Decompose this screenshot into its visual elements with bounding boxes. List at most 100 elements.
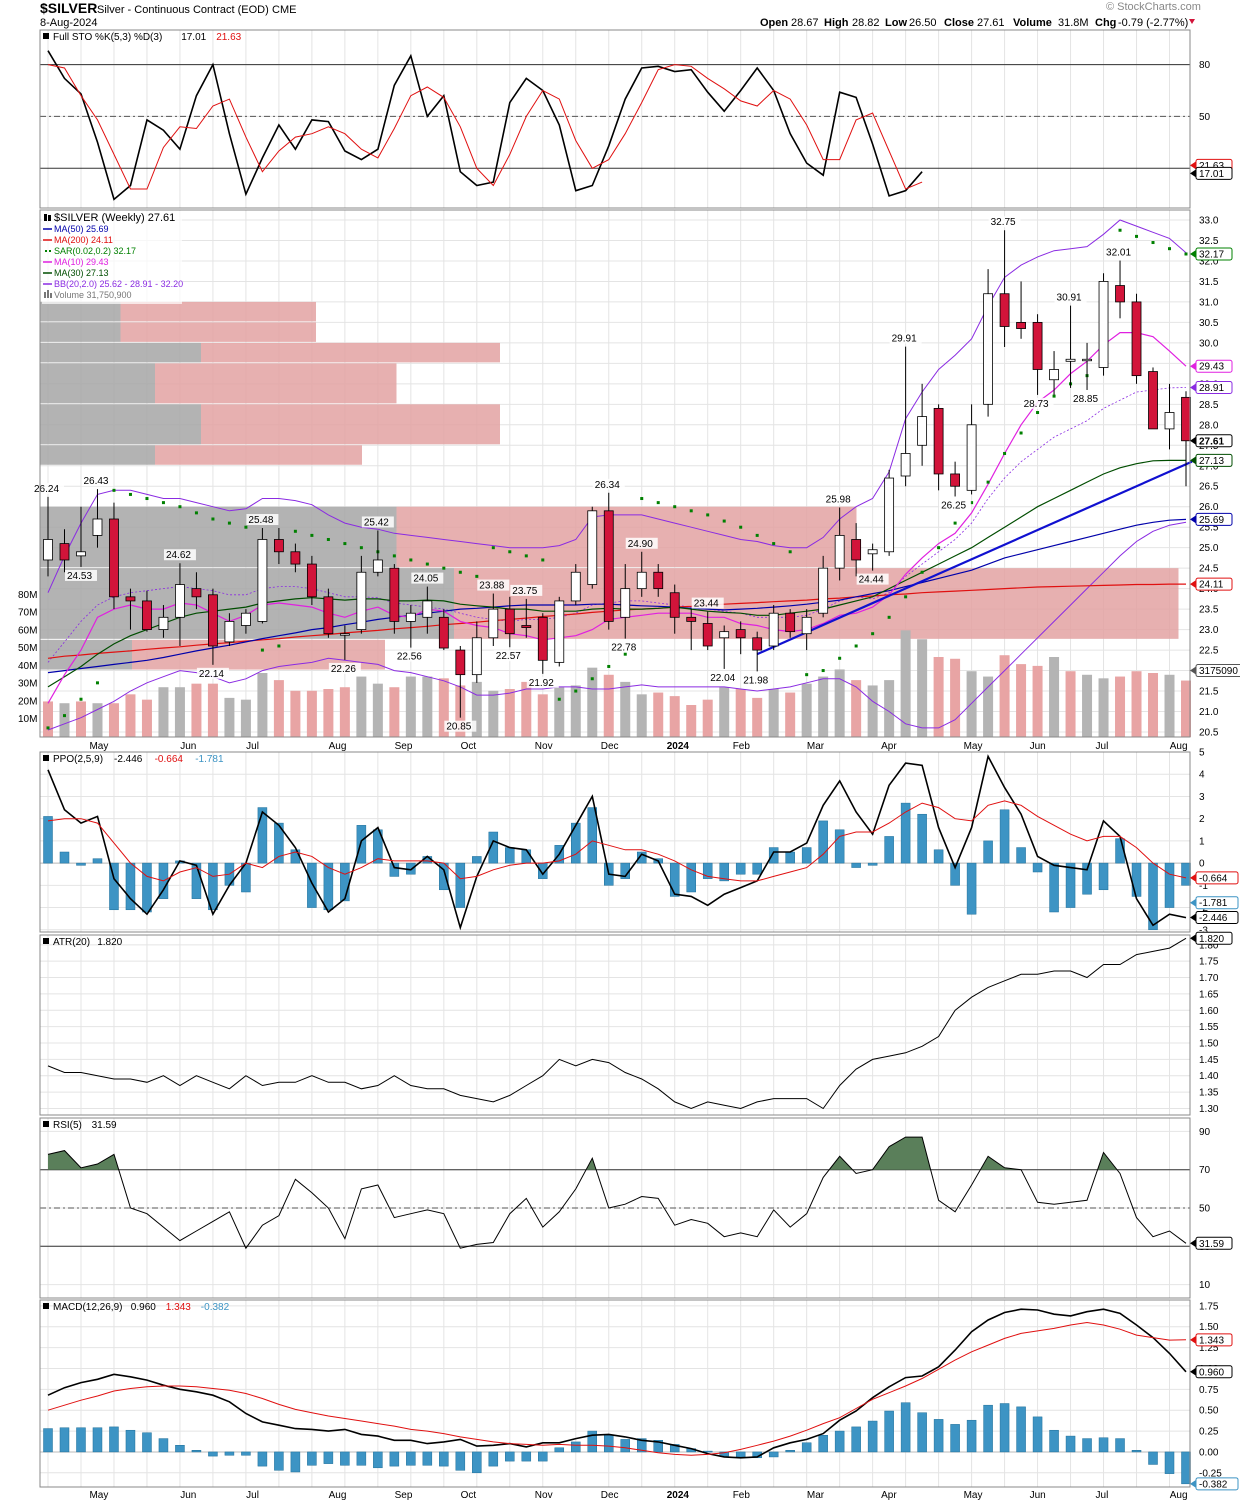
0-value-tag-pointer <box>1190 169 1196 178</box>
candle-body-down <box>933 408 944 475</box>
volume-bar <box>735 689 746 737</box>
candle-body-down <box>603 510 614 622</box>
candle <box>504 596 515 648</box>
3-tick-label: 1.65 <box>1199 989 1219 1000</box>
1-tick-label: 20.5 <box>1199 728 1219 739</box>
bottom-x-axis-label: Mar <box>807 1490 825 1501</box>
volume-bar <box>686 705 697 737</box>
price-annotation: 28.73 <box>1024 399 1049 410</box>
price-annotation: 22.78 <box>611 643 636 654</box>
macd-histogram-bar <box>307 1451 317 1466</box>
candle <box>306 555 317 606</box>
volume-bar <box>1115 676 1126 737</box>
volume-bar <box>983 676 994 737</box>
sar-dot <box>805 673 809 677</box>
ppo-legend-text: -2.446 <box>114 754 143 765</box>
3-value-tag-text: 1.820 <box>1199 934 1224 945</box>
volume-bar <box>372 683 383 737</box>
2-value-tag-pointer <box>1190 913 1196 922</box>
rsi-overbought-fill <box>872 1137 931 1170</box>
price-annotation-bg <box>493 650 526 662</box>
macd-histogram-bar <box>125 1429 136 1453</box>
watermark: © StockCharts.com <box>1106 1 1201 13</box>
sar-dot <box>112 488 116 492</box>
2-tick-label: 1 <box>1199 836 1205 847</box>
macd-histogram-bar <box>439 1451 449 1467</box>
ppo-legend: PPO(2,5,9) -2.446 -0.664 -1.781 <box>43 754 224 765</box>
close-value: 27.61 <box>977 17 1005 29</box>
price-annotation-bg <box>444 720 477 732</box>
x-axis-label: Jun <box>180 741 196 752</box>
ppo-histogram-bar <box>373 829 383 864</box>
macd-histogram-bar <box>851 1426 861 1453</box>
1-value-tag-text: 27.13 <box>1199 456 1224 467</box>
1-tick-label: 26.5 <box>1199 482 1219 493</box>
candle <box>438 609 449 651</box>
macd-histogram-bar <box>406 1451 416 1466</box>
1-value-tag-pointer <box>1190 580 1196 589</box>
ppo-histogram-bar <box>340 862 350 902</box>
candle-body-up <box>488 608 499 639</box>
macd-histogram-bar <box>142 1432 152 1453</box>
sar-dot <box>1036 411 1040 415</box>
candle-body-down <box>1131 301 1142 377</box>
ppo-histogram-bar <box>834 829 845 864</box>
ppo-histogram-bar <box>1065 862 1076 908</box>
bottom-x-axis-label: Jul <box>1096 1490 1109 1501</box>
1-tick-label: 32.5 <box>1199 236 1219 247</box>
price-annotation-bg <box>708 671 741 683</box>
ppo-histogram-bar <box>801 847 812 864</box>
0-value-tag-text: 21.63 <box>1199 161 1224 172</box>
x-axis-label: Jul <box>246 741 259 752</box>
sar-dot <box>1118 228 1122 232</box>
1-value-tag-text: 28.91 <box>1199 383 1224 394</box>
macd-legend: MACD(12,26,9) 0.960 1.343 -0.382 <box>43 1302 230 1313</box>
sar-dot <box>755 533 759 537</box>
macd-histogram-bar <box>43 1428 53 1453</box>
ma50-line <box>47 518 1187 674</box>
bottom-x-axis-label: Dec <box>601 1490 619 1501</box>
macd-histogram-bar <box>1065 1435 1076 1453</box>
macd-histogram-bar <box>653 1440 663 1453</box>
candle <box>603 492 614 630</box>
3-tick-label: 1.40 <box>1199 1071 1219 1082</box>
candle-body-up <box>570 571 581 602</box>
candle-body-down <box>785 612 796 633</box>
volume-bar <box>900 630 911 737</box>
ppo-histogram-bar <box>884 836 894 864</box>
2-value-tag-text: -0.664 <box>1199 873 1228 884</box>
atr-legend-icon <box>43 938 49 944</box>
macd-histogram-bar <box>1098 1437 1109 1453</box>
macd-histogram-bar <box>175 1445 185 1453</box>
candle-body-up <box>966 424 977 491</box>
1-value-tag-pointer <box>1190 249 1196 258</box>
price-annotation: 25.98 <box>826 495 851 506</box>
volume-bar <box>1016 664 1027 737</box>
candle <box>241 609 251 634</box>
ppo-histogram-bar <box>257 807 268 864</box>
volume-by-price-bar-down <box>396 506 857 568</box>
sto-series--k <box>47 50 923 201</box>
1-tick-label: 31.5 <box>1199 277 1219 288</box>
price-annotation-bg <box>691 597 724 609</box>
sar-dot <box>953 521 957 525</box>
sar-dot <box>46 726 50 730</box>
sar-dot <box>293 529 297 533</box>
1-value-tag-pointer <box>1190 666 1196 675</box>
candle <box>620 564 631 639</box>
candlesticks <box>43 230 1191 718</box>
candle <box>933 404 944 491</box>
ppo-histogram-bar <box>455 862 466 908</box>
volume-bar <box>438 678 449 737</box>
volume-by-price-bar-up <box>40 445 155 465</box>
sar-dot <box>475 574 479 578</box>
sar-dot <box>260 648 264 652</box>
ppo-histogram-bar <box>983 840 993 864</box>
sar-dot <box>491 546 495 550</box>
volume-bar <box>653 692 664 737</box>
price-annotation: 26.43 <box>83 476 108 487</box>
ppo-histogram-bar <box>900 802 911 864</box>
ppo-histogram-bar <box>109 862 119 911</box>
1-value-tag-text: 29.43 <box>1199 362 1224 373</box>
